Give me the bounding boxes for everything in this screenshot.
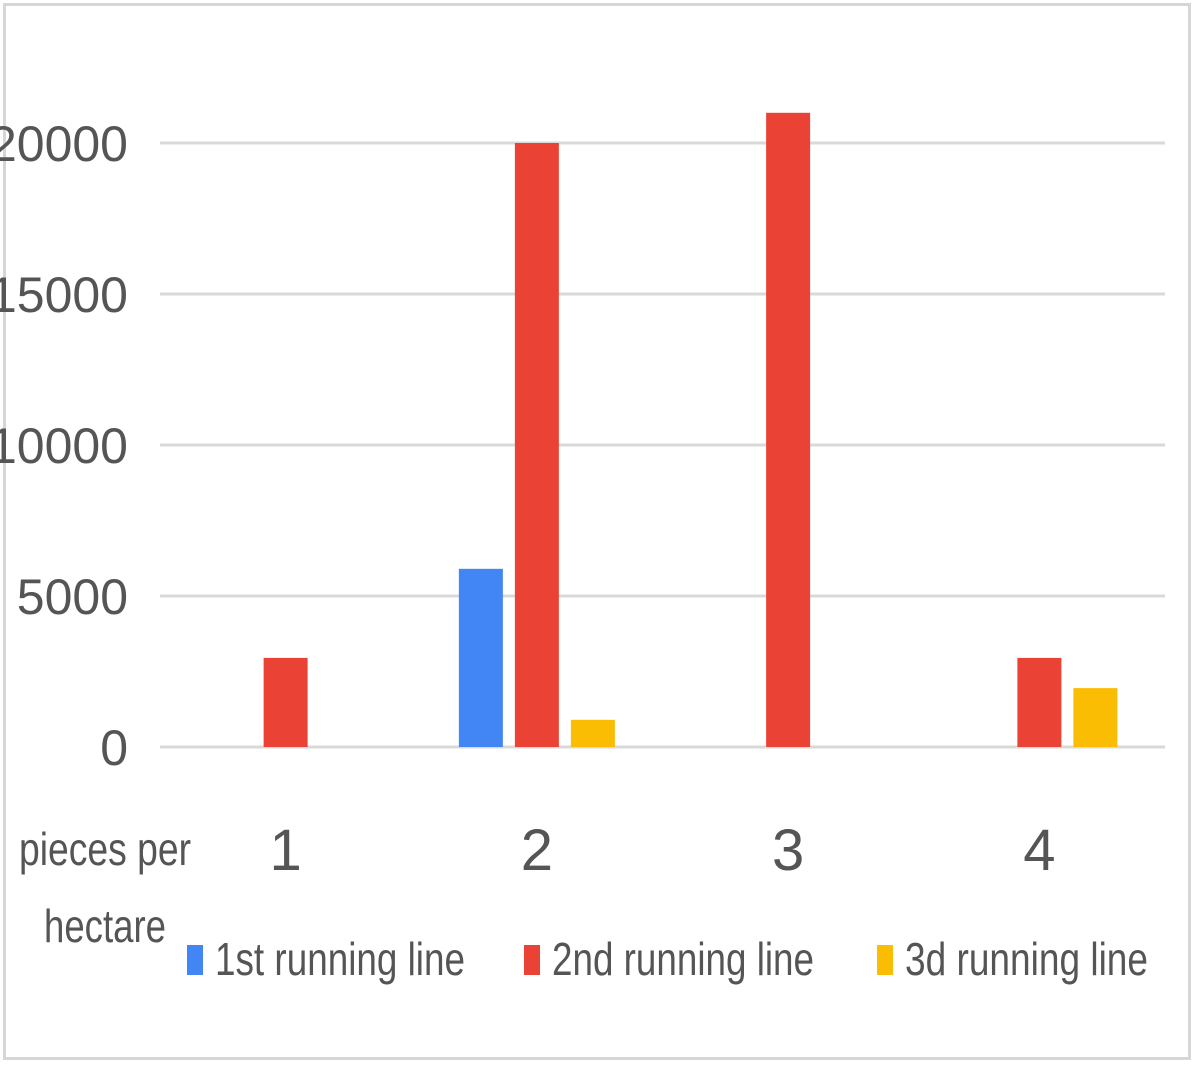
legend: 1st running line 2nd running line 3d runni… bbox=[187, 933, 1148, 985]
bar-3-category-2 bbox=[570, 719, 615, 747]
x-category-label: 1 bbox=[269, 818, 301, 883]
x-axis-categories: 1 2 3 4 bbox=[269, 818, 1055, 883]
x-axis-label: pieces per hectare bbox=[19, 823, 191, 952]
y-axis-ticks: 0 5000 10000 15000 20000 bbox=[0, 116, 128, 776]
x-category-label: 4 bbox=[1023, 818, 1055, 883]
legend-item: 2nd running line bbox=[524, 933, 814, 985]
x-category-label: 3 bbox=[772, 818, 804, 883]
bar-3-category-4 bbox=[1073, 688, 1118, 747]
legend-swatch bbox=[877, 945, 893, 975]
x-axis-label-line-2: hectare bbox=[44, 900, 166, 952]
x-category-label: 2 bbox=[521, 818, 553, 883]
bar-2-category-2 bbox=[514, 143, 559, 747]
y-tick-label: 10000 bbox=[0, 418, 128, 474]
bar-2-category-4 bbox=[1017, 657, 1062, 747]
y-tick-label: 0 bbox=[100, 720, 128, 776]
legend-item: 1st running line bbox=[187, 933, 465, 985]
legend-swatch bbox=[524, 945, 540, 975]
y-tick-label: 5000 bbox=[17, 569, 128, 625]
x-axis-label-line-1: pieces per bbox=[19, 823, 191, 875]
legend-label: 3d running line bbox=[905, 933, 1148, 985]
legend-label: 1st running line bbox=[215, 933, 465, 985]
gridlines bbox=[160, 141, 1165, 749]
bar-1-category-2 bbox=[458, 568, 503, 747]
y-tick-label: 20000 bbox=[0, 116, 128, 172]
bars bbox=[263, 112, 1118, 748]
bar-2-category-1 bbox=[263, 657, 308, 747]
legend-swatch bbox=[187, 945, 203, 975]
legend-item: 3d running line bbox=[877, 933, 1148, 985]
y-tick-label: 15000 bbox=[0, 267, 128, 323]
legend-label: 2nd running line bbox=[552, 933, 814, 985]
chart-frame bbox=[3, 3, 1191, 1060]
bar-2-category-3 bbox=[766, 112, 811, 748]
